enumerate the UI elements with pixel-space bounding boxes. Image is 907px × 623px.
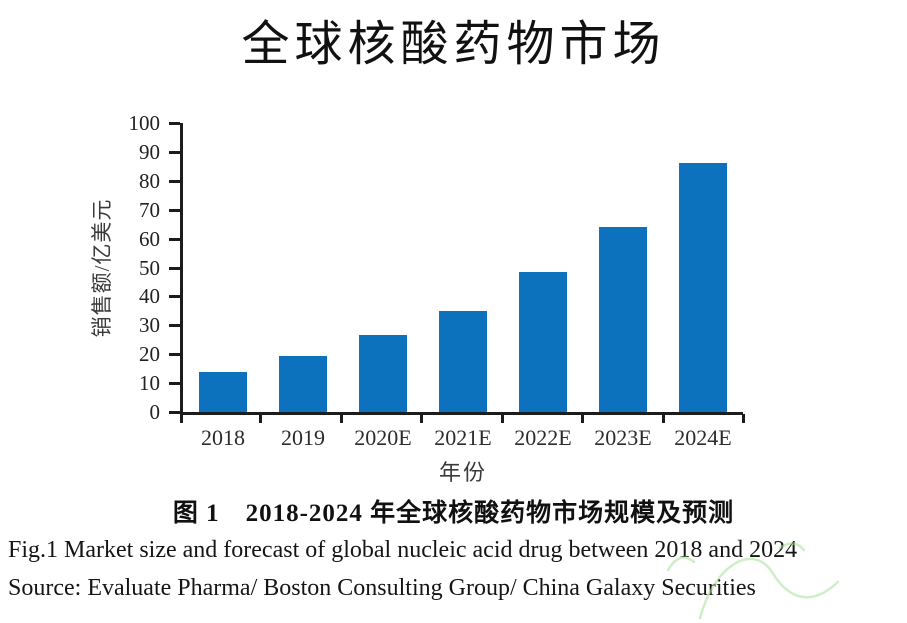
x-axis-tick: [581, 414, 584, 423]
bar-2018: [199, 372, 247, 412]
y-tick-label: 30: [139, 313, 160, 338]
y-axis-tick: [169, 208, 180, 212]
x-axis-tick: [742, 414, 745, 423]
y-tick-label: 40: [139, 284, 160, 309]
y-axis-tick: [169, 295, 180, 299]
x-tick-label: 2021E: [434, 425, 492, 450]
y-tick-label: 90: [139, 139, 160, 164]
x-tick-label: 2022E: [514, 425, 572, 450]
x-axis-tick: [340, 414, 343, 423]
x-axis-tick: [501, 414, 504, 423]
x-tick-label: 2023E: [594, 425, 652, 450]
y-axis-tick: [169, 266, 180, 270]
figure-caption-en: Fig.1 Market size and forecast of global…: [8, 537, 798, 563]
y-axis-tick: [169, 237, 180, 241]
x-axis-tick: [180, 414, 183, 423]
y-axis-tick: [169, 324, 180, 328]
x-axis-title: 年份: [438, 460, 487, 485]
x-axis-tick: [420, 414, 423, 423]
x-tick-label: 2019: [281, 425, 325, 450]
y-tick-label: 70: [139, 197, 160, 222]
y-axis-tick: [169, 382, 180, 386]
y-tick-label: 50: [139, 255, 160, 280]
y-axis-tick: [169, 179, 180, 183]
y-tick-label: 60: [139, 226, 160, 251]
x-axis-tick: [259, 414, 262, 423]
y-tick-label: 0: [149, 400, 161, 424]
plot-area: [180, 123, 743, 415]
y-tick-label: 20: [139, 342, 160, 367]
bar-2020E: [359, 335, 407, 412]
bar-2021E: [439, 311, 487, 412]
figure-source: Source: Evaluate Pharma/ Boston Consulti…: [8, 575, 756, 601]
bar-2024E: [679, 163, 727, 412]
bar-2023E: [599, 227, 647, 412]
chart-title: 全球核酸药物市场: [241, 18, 666, 71]
y-axis-tick: [169, 150, 180, 154]
y-tick-label: 10: [139, 371, 160, 396]
bar-2022E: [519, 272, 567, 412]
y-axis-tick: [169, 411, 180, 414]
x-axis-tick: [662, 414, 665, 423]
figure-caption-zh: 图 1 2018-2024 年全球核酸药物市场规模及预测: [172, 500, 735, 527]
y-tick-label: 80: [139, 168, 160, 193]
y-axis-tick: [169, 353, 180, 357]
x-tick-label: 2018: [201, 425, 245, 450]
y-axis-tick: [169, 122, 180, 125]
y-tick-label: 100: [128, 111, 161, 135]
x-tick-label: 2020E: [354, 425, 412, 450]
bar-2019: [279, 356, 327, 412]
x-tick-label: 2024E: [674, 425, 732, 450]
